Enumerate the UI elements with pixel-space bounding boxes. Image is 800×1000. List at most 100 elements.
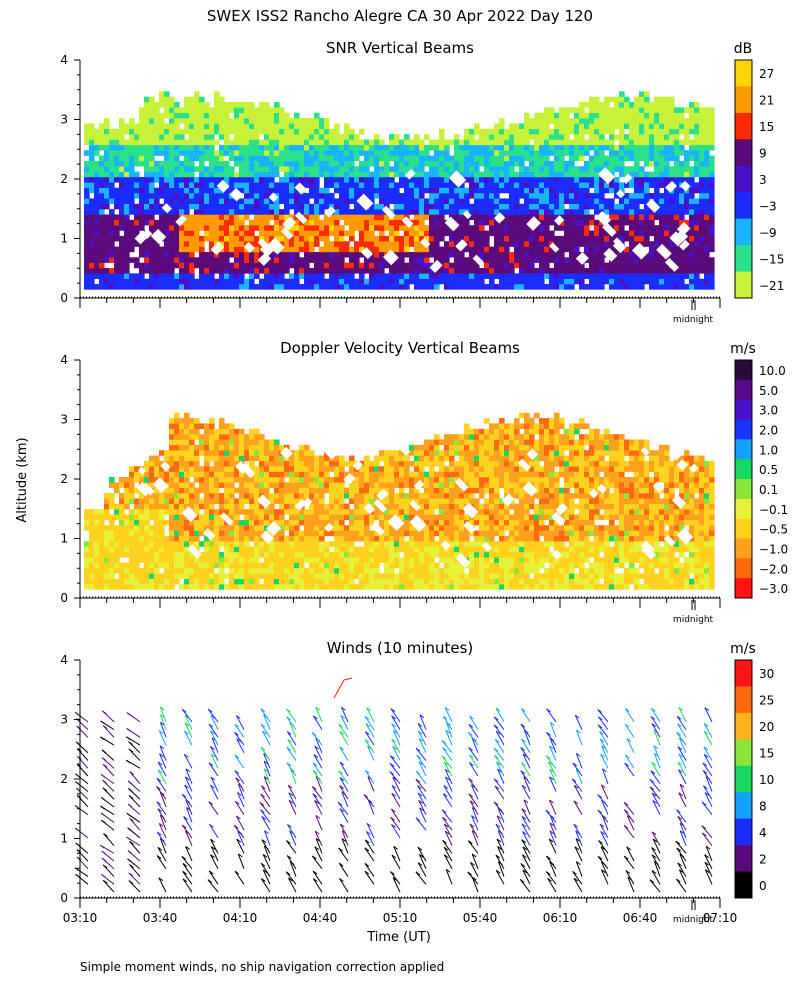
y-tick-label: 0	[60, 891, 68, 905]
snr-panel: SNR Vertical Beams 0 1 2 3 4 midnight 27 21 15 9…	[60, 39, 784, 325]
colorbar-swatch	[735, 871, 752, 899]
snr-panel-title: SNR Vertical Beams	[326, 39, 474, 57]
colorbar-label: 3.0	[759, 404, 778, 418]
doppler-field	[84, 412, 715, 590]
colorbar-swatch	[735, 558, 752, 579]
colorbar-label: 20	[759, 720, 774, 734]
colorbar-swatch	[735, 86, 752, 114]
colorbar-label: 30	[759, 667, 774, 681]
x-axis-label: Time (UT)	[366, 930, 431, 945]
colorbar-label: −1.0	[759, 542, 788, 556]
colorbar-swatch	[735, 245, 752, 273]
colorbar-label: −2.0	[759, 562, 788, 576]
colorbar-label: 9	[759, 147, 767, 161]
doppler-colorbar-unit: m/s	[730, 341, 756, 357]
x-tick-label: 05:40	[463, 911, 498, 925]
y-tick-label: 1	[60, 832, 68, 846]
colorbar-swatch	[735, 686, 752, 714]
colorbar-swatch	[735, 192, 752, 220]
colorbar-label: −15	[759, 252, 784, 266]
y-tick-label: 4	[60, 353, 68, 367]
colorbar-swatch	[735, 419, 752, 440]
colorbar-label: 10	[759, 773, 774, 787]
colorbar-swatch	[735, 792, 752, 820]
colorbar-label: 1.0	[759, 443, 778, 457]
x-tick-label: 07:10	[703, 911, 738, 925]
colorbar-label: 2.0	[759, 423, 778, 437]
colorbar-swatch	[735, 360, 752, 381]
colorbar-swatch	[735, 112, 752, 140]
colorbar-swatch	[735, 139, 752, 167]
colorbar-swatch	[735, 712, 752, 740]
colorbar-label: 21	[759, 94, 774, 108]
x-tick-label: 04:40	[303, 911, 338, 925]
colorbar-label: −3	[759, 199, 777, 213]
colorbar-swatch	[735, 60, 752, 87]
winds-panel-title: Winds (10 minutes)	[327, 639, 474, 657]
colorbar-swatch	[735, 765, 752, 793]
colorbar-swatch	[735, 538, 752, 559]
colorbar-label: 8	[759, 799, 767, 813]
colorbar-label: −0.1	[759, 503, 788, 517]
winds-axes: 0 1 2 3 4 03:10 03:40 04:10 04:40 05:10 05:40 06:10…	[60, 653, 737, 925]
x-tick-label: 06:40	[623, 911, 658, 925]
x-tick-label: 03:40	[143, 911, 178, 925]
colorbar-label: −21	[759, 279, 784, 293]
colorbar-label: 0	[759, 879, 767, 893]
winds-field	[74, 677, 713, 893]
y-tick-label: 2	[60, 772, 68, 786]
doppler-panel: Doppler Velocity Vertical Beams 0 1 2 3 4 mid…	[60, 339, 788, 625]
y-tick-label: 4	[60, 653, 68, 667]
x-tick-label: 06:10	[543, 911, 578, 925]
colorbar-swatch	[735, 845, 752, 873]
colorbar-swatch	[735, 739, 752, 767]
y-tick-label: 1	[60, 532, 68, 546]
y-tick-label: 3	[60, 413, 68, 427]
y-tick-label: 3	[60, 713, 68, 727]
colorbar-swatch	[735, 165, 752, 193]
x-tick-label: 04:10	[223, 911, 258, 925]
colorbar-swatch	[735, 578, 752, 599]
y-tick-label: 1	[60, 232, 68, 246]
colorbar-label: −3.0	[759, 582, 788, 596]
colorbar-label: −0.5	[759, 523, 788, 537]
y-axis-label: Altitude (km)	[15, 437, 30, 522]
x-tick-label: 05:10	[383, 911, 418, 925]
colorbar-label: 4	[759, 826, 767, 840]
snr-colorbar-unit: dB	[734, 41, 753, 57]
y-tick-label: 0	[60, 591, 68, 605]
doppler-colorbar: 10.0 5.0 3.0 2.0 1.0 0.5 0.1 −0.1 −0.5 −1.0 −2.0 −3…	[734, 359, 788, 599]
colorbar-swatch	[735, 818, 752, 846]
colorbar-label: 15	[759, 747, 774, 761]
doppler-panel-title: Doppler Velocity Vertical Beams	[280, 339, 520, 357]
midnight-label: midnight	[673, 615, 714, 625]
snr-colorbar: 27 21 15 9 3 −3 −9 −15 −21	[734, 59, 784, 299]
midnight-label: midnight	[673, 915, 714, 925]
doppler-axes: 0 1 2 3 4 midnight	[60, 353, 721, 625]
colorbar-swatch	[735, 439, 752, 460]
midnight-label: midnight	[673, 315, 714, 325]
y-tick-label: 4	[60, 53, 68, 67]
colorbar-swatch	[735, 518, 752, 539]
colorbar-swatch	[735, 459, 752, 480]
colorbar-label: 25	[759, 694, 774, 708]
figure-title: SWEX ISS2 Rancho Alegre CA 30 Apr 2022 D…	[207, 7, 593, 25]
snr-axes: 0 1 2 3 4 midnight	[60, 53, 721, 325]
colorbar-label: 0.1	[759, 483, 778, 497]
colorbar-label: 5.0	[759, 384, 778, 398]
colorbar-label: 0.5	[759, 463, 778, 477]
colorbar-label: 15	[759, 120, 774, 134]
x-tick-label: 03:10	[63, 911, 98, 925]
y-tick-label: 0	[60, 291, 68, 305]
colorbar-swatch	[735, 498, 752, 520]
colorbar-label: 2	[759, 852, 767, 866]
colorbar-label: 3	[759, 173, 767, 187]
colorbar-label: −9	[759, 226, 777, 240]
y-tick-label: 2	[60, 172, 68, 186]
colorbar-swatch	[735, 271, 752, 299]
colorbar-swatch	[735, 479, 752, 500]
snr-field	[84, 91, 715, 290]
